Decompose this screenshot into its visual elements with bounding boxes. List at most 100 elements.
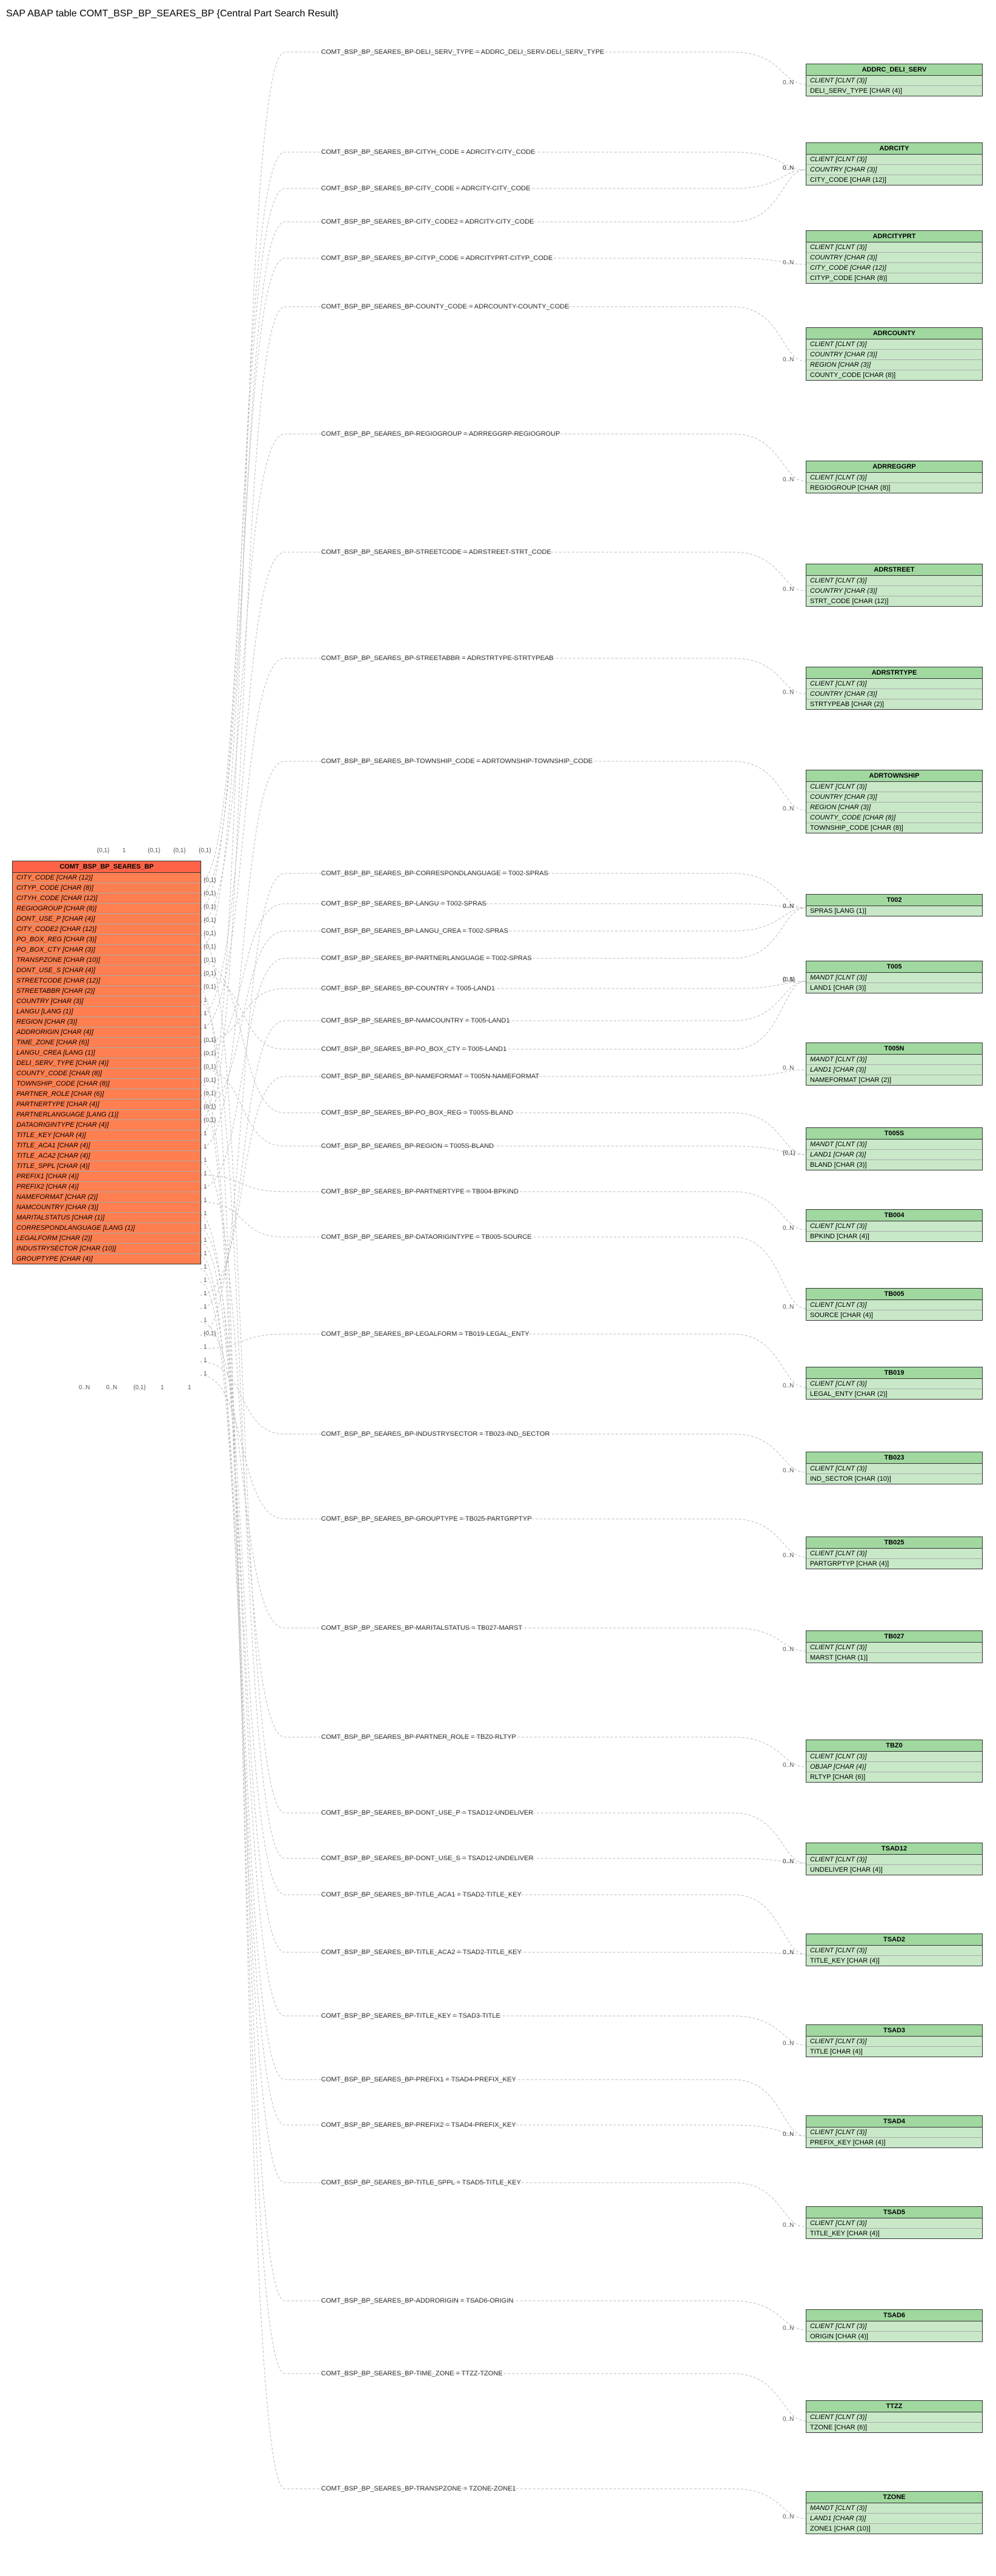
entity-field: LAND1 [CHAR (3)] bbox=[806, 2514, 982, 2524]
entity-header: TB005 bbox=[806, 1289, 982, 1300]
cardinality-target: 0..N bbox=[783, 806, 794, 812]
edge-label: COMT_BSP_BP_SEARES_BP-GROUPTYPE = TB025-… bbox=[321, 1515, 532, 1523]
entity-field: BLAND [CHAR (3)] bbox=[806, 1160, 982, 1170]
entity-field: COUNTY_CODE [CHAR (8)] bbox=[806, 813, 982, 823]
edge-label: COMT_BSP_BP_SEARES_BP-CITYH_CODE = ADRCI… bbox=[321, 148, 535, 156]
cardinality-source: {0,1} bbox=[199, 847, 211, 854]
cardinality-source: 1 bbox=[204, 1024, 207, 1030]
entity-field: INDUSTRYSECTOR [CHAR (10)] bbox=[13, 1244, 201, 1254]
edge-label: COMT_BSP_BP_SEARES_BP-PO_BOX_CTY = T005-… bbox=[321, 1046, 506, 1053]
cardinality-source: {0,1} bbox=[204, 1077, 216, 1084]
cardinality-source: 1 bbox=[204, 1237, 207, 1244]
entity-field: PARTGRPTYP [CHAR (4)] bbox=[806, 1559, 982, 1569]
edge-label: COMT_BSP_BP_SEARES_BP-CITYP_CODE = ADRCI… bbox=[321, 255, 553, 262]
cardinality-target: 0..N bbox=[783, 903, 794, 910]
entity-field: NAMEFORMAT [CHAR (2)] bbox=[13, 1192, 201, 1203]
entity-field: TITLE_KEY [CHAR (4)] bbox=[806, 1956, 982, 1966]
entity-header: TZONE bbox=[806, 2492, 982, 2503]
edge-label: COMT_BSP_BP_SEARES_BP-COUNTY_CODE = ADRC… bbox=[321, 303, 569, 310]
entity-header: TTZZ bbox=[806, 2401, 982, 2412]
entity-field: TITLE_ACA2 [CHAR (4)] bbox=[13, 1151, 201, 1161]
entity-header: ADRTOWNSHIP bbox=[806, 770, 982, 782]
cardinality-source: {0,1} bbox=[204, 957, 216, 964]
edge-label: COMT_BSP_BP_SEARES_BP-ADDRORIGIN = TSAD6… bbox=[321, 2297, 513, 2304]
edge-label: COMT_BSP_BP_SEARES_BP-CITY_CODE = ADRCIT… bbox=[321, 185, 530, 192]
entity-field: OBJAP [CHAR (4)] bbox=[806, 1762, 982, 1772]
entity-field: STREETABBR [CHAR (2)] bbox=[13, 986, 201, 996]
cardinality-source: {0,1} bbox=[97, 847, 110, 854]
cardinality-source: 1 bbox=[204, 1264, 207, 1270]
entity-field: REGIOGROUP [CHAR (8)] bbox=[806, 483, 982, 493]
entity-field: IND_SECTOR [CHAR (10)] bbox=[806, 1474, 982, 1484]
entity-field: CLIENT [CLNT (3)] bbox=[806, 679, 982, 689]
entity-tsad3: TSAD3CLIENT [CLNT (3)]TITLE [CHAR (4)] bbox=[806, 2024, 983, 2057]
entity-field: SOURCE [CHAR (4)] bbox=[806, 1310, 982, 1320]
entity-tsad5: TSAD5CLIENT [CLNT (3)]TITLE_KEY [CHAR (4… bbox=[806, 2206, 983, 2239]
entity-field: MANDT [CLNT (3)] bbox=[806, 973, 982, 983]
cardinality-source: {0,1} bbox=[204, 877, 216, 884]
entity-field: COUNTRY [CHAR (3)] bbox=[806, 586, 982, 596]
cardinality-source: 1 bbox=[204, 1250, 207, 1257]
entity-field: CLIENT [CLNT (3)] bbox=[806, 155, 982, 165]
cardinality-source: 1 bbox=[204, 1144, 207, 1150]
entity-field: CLIENT [CLNT (3)] bbox=[806, 1946, 982, 1956]
entity-header: T005N bbox=[806, 1043, 982, 1055]
entity-header: TB019 bbox=[806, 1367, 982, 1379]
entity-t005: T005MANDT [CLNT (3)]LAND1 [CHAR (3)] bbox=[806, 961, 983, 993]
entity-header: ADRCOUNTY bbox=[806, 328, 982, 339]
cardinality-source: 0..N bbox=[106, 1384, 117, 1391]
entity-header: ADRCITYPRT bbox=[806, 231, 982, 242]
entity-field: CLIENT [CLNT (3)] bbox=[806, 2037, 982, 2047]
cardinality-target: 0..N bbox=[783, 2514, 794, 2520]
entity-field: MARITALSTATUS [CHAR (1)] bbox=[13, 1213, 201, 1223]
entity-field: REGION [CHAR (3)] bbox=[806, 802, 982, 813]
cardinality-target: 0..N bbox=[783, 356, 794, 363]
edge-label: COMT_BSP_BP_SEARES_BP-TITLE_ACA1 = TSAD2… bbox=[321, 1891, 522, 1898]
entity-field: COUNTRY [CHAR (3)] bbox=[806, 792, 982, 802]
cardinality-target: 0..N bbox=[783, 1858, 794, 1865]
entity-field: DONT_USE_S [CHAR (4)] bbox=[13, 966, 201, 976]
entity-tb023: TB023CLIENT [CLNT (3)]IND_SECTOR [CHAR (… bbox=[806, 1452, 983, 1484]
entity-field: PO_BOX_REG [CHAR (3)] bbox=[13, 935, 201, 945]
entity-field: ORIGIN [CHAR (4)] bbox=[806, 2332, 982, 2341]
cardinality-source: 1 bbox=[204, 1344, 207, 1350]
cardinality-source: 1 bbox=[204, 1157, 207, 1164]
cardinality-source: 1 bbox=[188, 1384, 191, 1391]
entity-tsad6: TSAD6CLIENT [CLNT (3)]ORIGIN [CHAR (4)] bbox=[806, 2309, 983, 2342]
entity-field: CITYH_CODE [CHAR (12)] bbox=[13, 893, 201, 904]
cardinality-source: {0,1} bbox=[173, 847, 186, 854]
entity-t002: T002SPRAS [LANG (1)] bbox=[806, 894, 983, 916]
entity-field: CITY_CODE [CHAR (12)] bbox=[806, 263, 982, 273]
entity-field: TZONE [CHAR (6)] bbox=[806, 2423, 982, 2432]
entity-header: T005S bbox=[806, 1128, 982, 1140]
entity-header: TSAD5 bbox=[806, 2207, 982, 2218]
entity-field: NAMCOUNTRY [CHAR (3)] bbox=[13, 1203, 201, 1213]
cardinality-source: {0,1} bbox=[204, 984, 216, 990]
entity-header: TB004 bbox=[806, 1210, 982, 1221]
cardinality-source: 1 bbox=[204, 1304, 207, 1310]
entity-tsad12: TSAD12CLIENT [CLNT (3)]UNDELIVER [CHAR (… bbox=[806, 1843, 983, 1875]
entity-field: LAND1 [CHAR (3)] bbox=[806, 1150, 982, 1160]
entity-adrcityprt: ADRCITYPRTCLIENT [CLNT (3)]COUNTRY [CHAR… bbox=[806, 230, 983, 284]
entity-field: CITY_CODE [CHAR (12)] bbox=[806, 175, 982, 185]
entity-field: CITYP_CODE [CHAR (8)] bbox=[806, 273, 982, 283]
entity-adrstreet: ADRSTREETCLIENT [CLNT (3)]COUNTRY [CHAR … bbox=[806, 564, 983, 607]
entity-header: TBZ0 bbox=[806, 1740, 982, 1752]
entity-field: CLIENT [CLNT (3)] bbox=[806, 1464, 982, 1474]
cardinality-target: 0..N bbox=[783, 976, 794, 983]
cardinality-target: 0..N bbox=[783, 2325, 794, 2332]
cardinality-source: 1 bbox=[204, 1210, 207, 1217]
entity-tzone: TZONEMANDT [CLNT (3)]LAND1 [CHAR (3)]ZON… bbox=[806, 2491, 983, 2534]
edge-label: COMT_BSP_BP_SEARES_BP-MARITALSTATUS = TB… bbox=[321, 1624, 522, 1632]
entity-comt_bsp_bp_seares_bp: COMT_BSP_BP_SEARES_BPCITY_CODE [CHAR (12… bbox=[12, 861, 201, 1264]
entity-field: COUNTRY [CHAR (3)] bbox=[13, 996, 201, 1007]
edge-label: COMT_BSP_BP_SEARES_BP-PARTNER_ROLE = TBZ… bbox=[321, 1733, 516, 1741]
entity-field: CLIENT [CLNT (3)] bbox=[806, 1643, 982, 1653]
entity-field: COUNTY_CODE [CHAR (8)] bbox=[806, 370, 982, 380]
er-diagram: COMT_BSP_BP_SEARES_BPCITY_CODE [CHAR (12… bbox=[6, 24, 990, 2570]
cardinality-source: 1 bbox=[204, 1277, 207, 1284]
edge-label: COMT_BSP_BP_SEARES_BP-PREFIX2 = TSAD4-PR… bbox=[321, 2121, 516, 2129]
entity-field: PREFIX1 [CHAR (4)] bbox=[13, 1172, 201, 1182]
entity-field: REGIOGROUP [CHAR (8)] bbox=[13, 904, 201, 914]
entity-t005s: T005SMANDT [CLNT (3)]LAND1 [CHAR (3)]BLA… bbox=[806, 1127, 983, 1170]
